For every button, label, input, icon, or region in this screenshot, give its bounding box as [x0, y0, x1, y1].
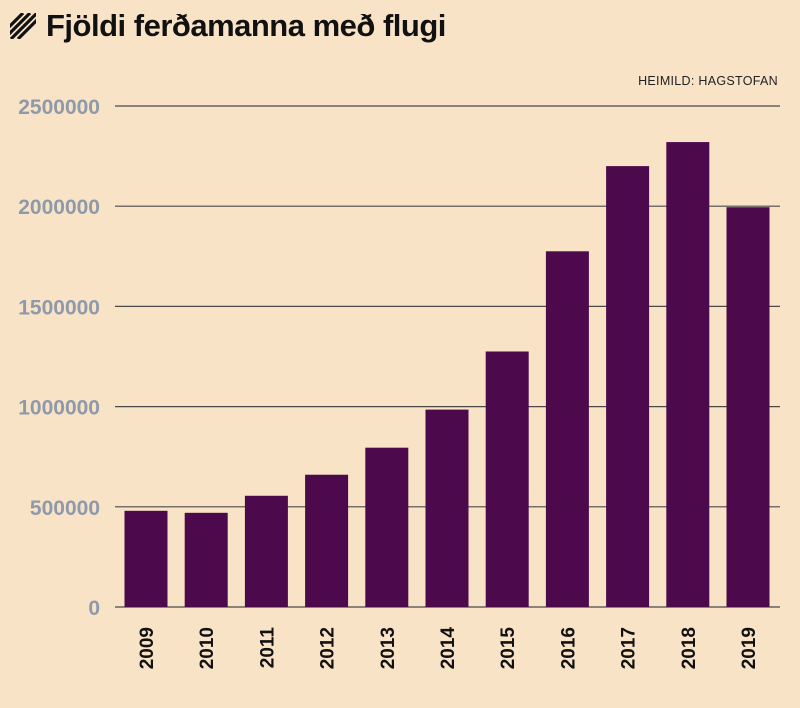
bar-2012 — [305, 474, 349, 607]
y-tick-label: 2500000 — [18, 96, 100, 119]
x-tick-label: 2018 — [679, 627, 700, 669]
y-tick-label: 500000 — [30, 497, 100, 520]
bar-2017 — [606, 166, 650, 607]
bar-2018 — [666, 142, 710, 607]
bar-2010 — [184, 512, 228, 607]
x-tick-label: 2015 — [498, 627, 519, 670]
chart-header: Fjöldi ferðamanna með flugi — [10, 6, 446, 46]
bar-2013 — [365, 447, 409, 607]
bar-2015 — [485, 351, 529, 607]
hatch-icon — [10, 13, 36, 39]
x-tick-label: 2013 — [378, 627, 399, 669]
x-tick-label: 2016 — [558, 627, 579, 669]
x-tick-label: 2011 — [257, 627, 278, 669]
y-tick-label: 1500000 — [18, 296, 100, 319]
x-tick-label: 2017 — [619, 627, 640, 669]
y-tick-label: 0 — [88, 597, 100, 620]
y-axis-ticks: 0 500000 1000000 1500000 2000000 2500000 — [18, 96, 100, 620]
bars — [124, 142, 770, 608]
x-tick-label: 2014 — [438, 627, 459, 670]
bar-2011 — [244, 495, 288, 607]
x-tick-label: 2012 — [318, 627, 339, 669]
bar-2014 — [425, 409, 469, 607]
x-tick-label: 2010 — [197, 627, 218, 669]
chart-title: Fjöldi ferðamanna með flugi — [46, 8, 446, 43]
x-tick-label: 2019 — [739, 627, 760, 669]
x-tick-label: 2009 — [137, 627, 158, 669]
bar-2019 — [726, 207, 770, 607]
y-tick-label: 2000000 — [18, 196, 100, 219]
bar-2016 — [545, 251, 589, 608]
y-tick-label: 1000000 — [18, 397, 100, 420]
bar-2009 — [124, 510, 168, 607]
x-axis-ticks: 2009 2010 2011 2012 2013 2014 2015 2016 2017 2018… — [137, 627, 760, 670]
source-note: HEIMILD: HAGSTOFAN — [638, 74, 778, 88]
